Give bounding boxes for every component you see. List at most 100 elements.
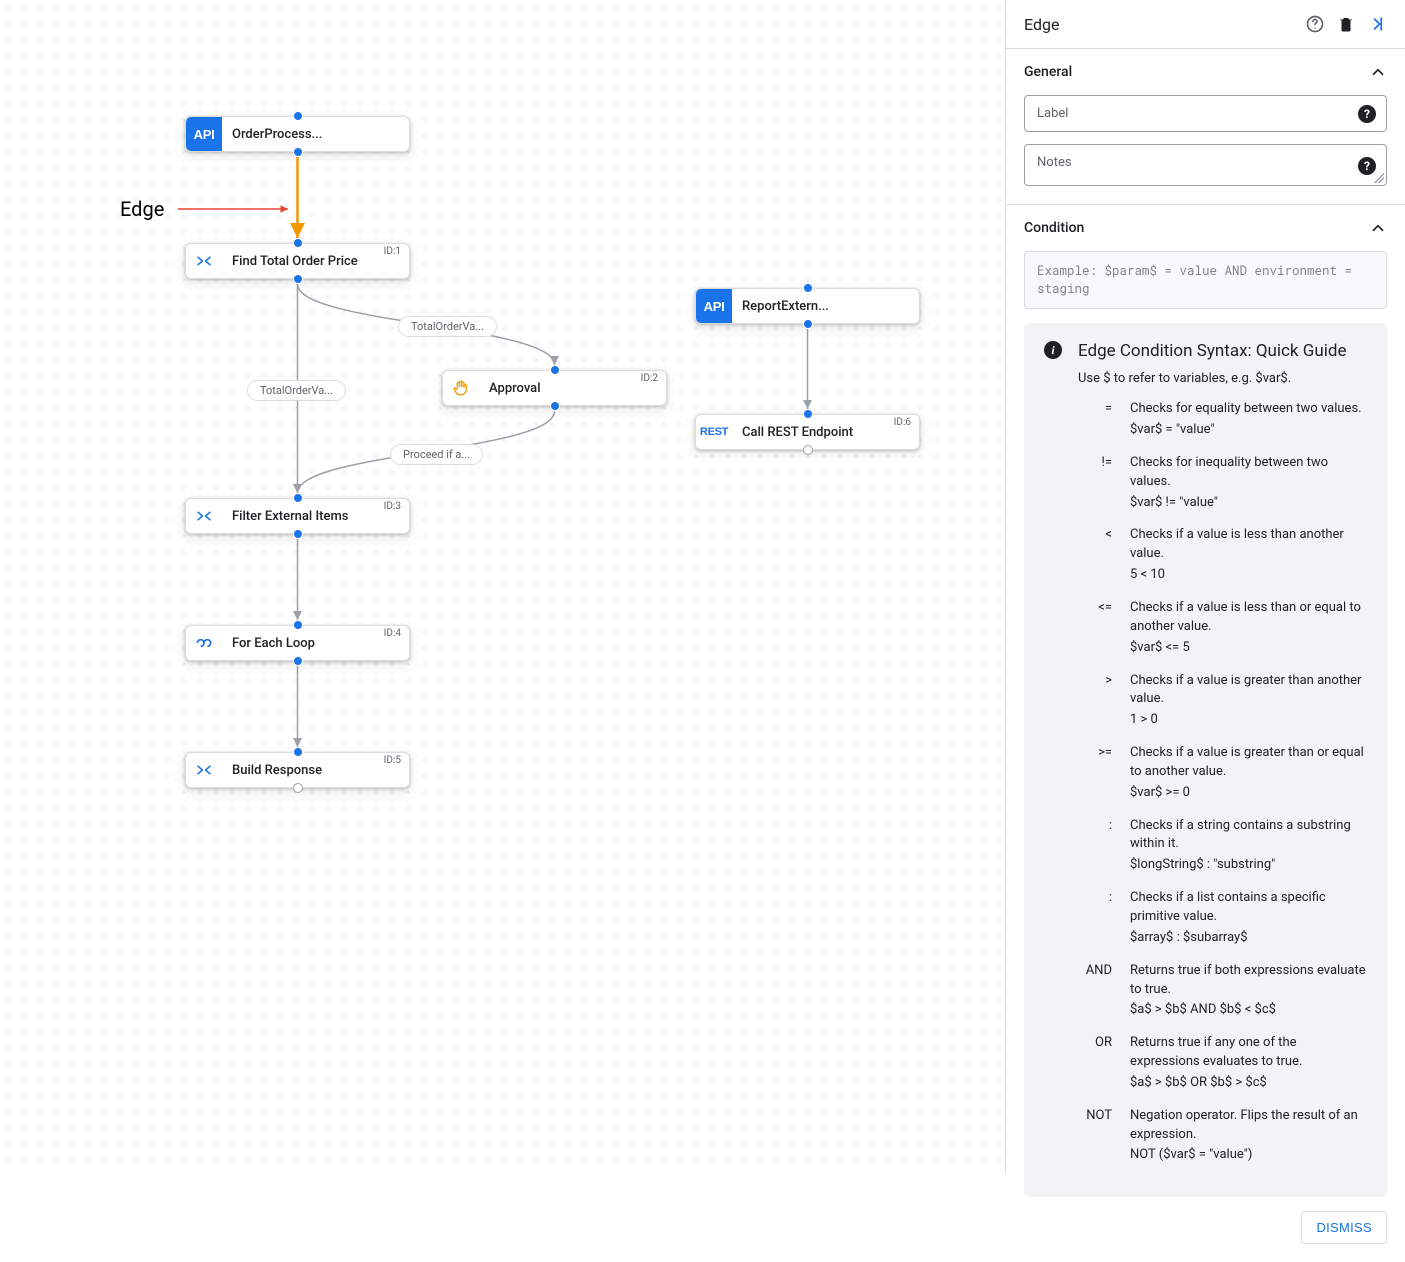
syntax-op-row: !=Checks for inequality between two valu… xyxy=(1078,454,1367,513)
condition-header[interactable]: Condition xyxy=(1006,205,1405,251)
condition-input[interactable]: Example: $param$ = value AND environment… xyxy=(1024,251,1387,309)
op-description: Checks if a value is less than another v… xyxy=(1130,526,1367,564)
edge-condition-pill[interactable]: TotalOrderVa... xyxy=(398,316,497,337)
port-bottom[interactable] xyxy=(293,783,303,793)
op-symbol: NOT xyxy=(1078,1107,1112,1166)
flow-node[interactable]: ApprovalID:2 xyxy=(442,370,667,406)
op-example: $longString$ : "substring" xyxy=(1130,856,1367,875)
task-icon xyxy=(186,499,222,533)
label-input[interactable]: Label ? xyxy=(1024,95,1387,132)
chevron-up-icon xyxy=(1369,63,1387,81)
port-bottom[interactable] xyxy=(803,319,813,329)
port-top[interactable] xyxy=(293,747,303,757)
op-symbol: : xyxy=(1078,889,1112,948)
port-bottom[interactable] xyxy=(803,445,813,455)
op-example: $var$ != "value" xyxy=(1130,494,1367,513)
guide-subtitle: Use $ to refer to variables, e.g. $var$. xyxy=(1078,371,1367,386)
syntax-op-row: >=Checks if a value is greater than or e… xyxy=(1078,744,1367,803)
op-symbol: <= xyxy=(1078,599,1112,658)
port-bottom[interactable] xyxy=(550,401,560,411)
edge-condition-pill[interactable]: TotalOrderVa... xyxy=(247,380,346,401)
op-description: Negation operator. Flips the result of a… xyxy=(1130,1107,1367,1145)
flow-node[interactable]: Find Total Order PriceID:1 xyxy=(185,243,410,279)
op-description: Returns true if any one of the expressio… xyxy=(1130,1034,1367,1072)
collapse-panel-icon[interactable] xyxy=(1367,14,1387,34)
port-top[interactable] xyxy=(803,409,813,419)
flow-canvas[interactable]: Edge APIOrderProcess... Find Total Order … xyxy=(0,0,1005,1174)
notes-help-icon[interactable]: ? xyxy=(1358,157,1376,175)
op-example: 1 > 0 xyxy=(1130,711,1367,730)
edge-condition-pill[interactable]: Proceed if a... xyxy=(390,444,483,465)
port-bottom[interactable] xyxy=(293,529,303,539)
task-icon xyxy=(186,753,222,787)
syntax-op-row: < Checks if a value is less than another … xyxy=(1078,526,1367,585)
op-example: $var$ >= 0 xyxy=(1130,784,1367,803)
port-top[interactable] xyxy=(293,620,303,630)
port-top[interactable] xyxy=(550,365,560,375)
op-symbol: != xyxy=(1078,454,1112,513)
flow-node[interactable]: Build ResponseID:5 xyxy=(185,752,410,788)
op-symbol: AND xyxy=(1078,962,1112,1021)
port-top[interactable] xyxy=(293,111,303,121)
edge-properties-panel: Edge General Label ? xyxy=(1005,0,1405,1174)
op-description: Returns true if both expressions evaluat… xyxy=(1130,962,1367,1000)
node-label: Filter External Items xyxy=(222,509,409,524)
port-top[interactable] xyxy=(803,283,813,293)
task-icon xyxy=(186,244,222,278)
node-label: Approval xyxy=(479,381,666,396)
flow-node[interactable]: APIReportExtern... xyxy=(695,288,920,324)
label-placeholder-text: Label xyxy=(1037,106,1068,121)
general-section: General Label ? Notes ? xyxy=(1006,48,1405,204)
op-example: NOT ($var$ = "value") xyxy=(1130,1146,1367,1165)
port-bottom[interactable] xyxy=(293,656,303,666)
node-label: Find Total Order Price xyxy=(222,254,409,269)
op-example: $a$ > $b$ AND $b$ < $c$ xyxy=(1130,1001,1367,1020)
loop-icon xyxy=(186,626,222,660)
flow-node[interactable]: APIOrderProcess... xyxy=(185,116,410,152)
edge-annotation-text: Edge xyxy=(120,197,164,221)
op-description: Checks if a value is greater than or equ… xyxy=(1130,744,1367,782)
port-top[interactable] xyxy=(293,238,303,248)
op-symbol: > xyxy=(1078,672,1112,731)
op-description: Checks if a value is greater than anothe… xyxy=(1130,672,1367,710)
api-icon: API xyxy=(186,117,222,151)
delete-icon[interactable] xyxy=(1337,15,1355,33)
port-top[interactable] xyxy=(293,493,303,503)
syntax-op-row: AND Returns true if both expressions eval… xyxy=(1078,962,1367,1021)
general-header[interactable]: General xyxy=(1006,49,1405,95)
op-description: Checks if a value is less than or equal … xyxy=(1130,599,1367,637)
node-label: ReportExtern... xyxy=(732,299,919,314)
rest-icon: REST xyxy=(696,415,732,449)
node-id-tag: ID:6 xyxy=(894,417,911,428)
op-description: Checks for equality between two values. xyxy=(1130,400,1367,419)
node-id-tag: ID:3 xyxy=(384,501,401,512)
notes-input[interactable]: Notes ? xyxy=(1024,144,1387,186)
op-description: Checks if a string contains a substring … xyxy=(1130,817,1367,855)
flow-node[interactable]: RESTCall REST EndpointID:6 xyxy=(695,414,920,450)
chevron-up-icon xyxy=(1369,219,1387,237)
info-icon: i xyxy=(1044,341,1062,359)
op-symbol: OR xyxy=(1078,1034,1112,1093)
op-symbol: = xyxy=(1078,400,1112,440)
syntax-op-row: :Checks if a string contains a substring… xyxy=(1078,817,1367,876)
label-help-icon[interactable]: ? xyxy=(1358,105,1376,123)
dismiss-button[interactable]: DISMISS xyxy=(1301,1211,1387,1244)
hand-icon xyxy=(443,371,479,405)
op-example: 5 < 10 xyxy=(1130,566,1367,585)
condition-section: Condition Example: $param$ = value AND e… xyxy=(1006,204,1405,1211)
guide-title: Edge Condition Syntax: Quick Guide xyxy=(1078,341,1367,361)
general-heading: General xyxy=(1024,64,1072,80)
syntax-op-row: OR Returns true if any one of the express… xyxy=(1078,1034,1367,1093)
port-bottom[interactable] xyxy=(293,147,303,157)
op-example: $array$ : $subarray$ xyxy=(1130,929,1367,948)
notes-placeholder-text: Notes xyxy=(1037,155,1072,170)
api-icon: API xyxy=(696,289,732,323)
condition-heading: Condition xyxy=(1024,220,1084,236)
syntax-op-row: > Checks if a value is greater than anoth… xyxy=(1078,672,1367,731)
flow-node[interactable]: Filter External ItemsID:3 xyxy=(185,498,410,534)
flow-node[interactable]: For Each LoopID:4 xyxy=(185,625,410,661)
port-bottom[interactable] xyxy=(293,274,303,284)
syntax-op-row: <= Checks if a value is less than or equa… xyxy=(1078,599,1367,658)
help-icon[interactable] xyxy=(1305,14,1325,34)
op-symbol: < xyxy=(1078,526,1112,585)
